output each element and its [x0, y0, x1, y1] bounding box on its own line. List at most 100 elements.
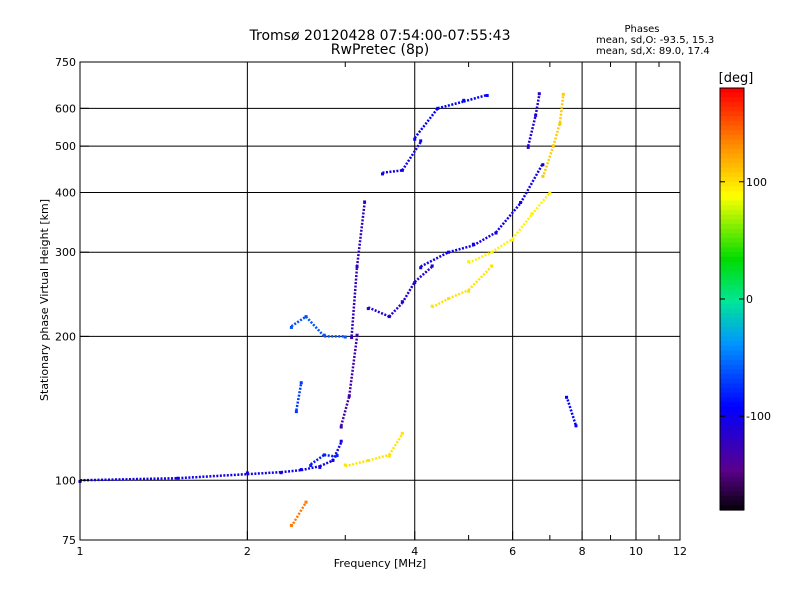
colorbar-band [720, 425, 744, 431]
colorbar-band [720, 219, 744, 225]
colorbar-band [720, 430, 744, 436]
trace-segment [431, 297, 450, 309]
x-tick-label: 12 [673, 545, 687, 558]
data-points [78, 92, 578, 528]
trace-segment [295, 382, 303, 411]
colorbar-tick-label: 100 [746, 176, 767, 189]
colorbar-band [720, 116, 744, 122]
trace-segment [388, 433, 404, 456]
trace-segment [367, 453, 390, 462]
data-point [294, 410, 298, 414]
y-axis-label: Stationary phase Virtual Height [km] [38, 199, 51, 401]
trace-segment [177, 472, 248, 480]
colorbar-band [720, 374, 744, 380]
trace-segment [290, 501, 308, 528]
colorbar-band [720, 406, 744, 413]
trace-segment [247, 470, 282, 476]
colorbar-band [720, 467, 744, 474]
data-point [485, 94, 489, 98]
colorbar-band [720, 392, 744, 399]
trace-segment [420, 251, 450, 268]
colorbar-band [720, 369, 744, 375]
colorbar-band [720, 397, 744, 403]
colorbar-band [720, 120, 744, 127]
colorbar-band [720, 317, 744, 324]
colorbar-band [720, 172, 744, 178]
colorbar-band [720, 280, 744, 286]
x-tick-label: 10 [629, 545, 643, 558]
trace-segment [413, 265, 434, 283]
trace-segment [305, 315, 326, 338]
colorbar-band [720, 341, 744, 347]
trace-segment [511, 213, 533, 240]
trace-segment [401, 141, 422, 172]
colorbar: 100 0 -100 [719, 87, 771, 511]
colorbar-band [720, 481, 744, 488]
data-point [419, 139, 423, 143]
phase-stats-o: mean, sd,O: -93.5, 15.3 [596, 35, 714, 46]
colorbar-band [720, 299, 744, 305]
y-tick-label: 400 [55, 186, 76, 199]
data-point [363, 200, 367, 204]
colorbar-band [720, 294, 744, 300]
data-point [537, 92, 541, 96]
colorbar-band [720, 130, 744, 136]
colorbar-band [720, 247, 744, 253]
trace-segment [558, 94, 565, 123]
colorbar-band [720, 303, 744, 309]
colorbar-band [720, 139, 744, 145]
data-point [400, 431, 404, 435]
colorbar-band [720, 364, 744, 370]
data-point [309, 464, 313, 468]
phase-stats-header: Phases [624, 24, 659, 35]
colorbar-band [720, 158, 744, 164]
plot-area [80, 62, 680, 540]
data-point [339, 425, 343, 429]
colorbar-band [720, 88, 744, 94]
data-point [350, 336, 354, 340]
colorbar-band [720, 420, 744, 427]
data-point [355, 333, 359, 337]
colorbar-band [720, 458, 744, 464]
trace-segment [290, 315, 307, 328]
trace-segment [388, 302, 404, 318]
trace-segment [344, 459, 369, 468]
trace-segment [348, 336, 359, 397]
x-tick-label: 4 [411, 545, 418, 558]
colorbar-band [720, 434, 744, 441]
colorbar-band [720, 261, 744, 267]
colorbar-band [720, 284, 744, 291]
x-tick-label: 6 [509, 545, 516, 558]
trace-segment [565, 395, 578, 427]
data-point [380, 172, 384, 176]
trace-segment [319, 459, 334, 468]
trace-segment [541, 145, 555, 178]
colorbar-band [720, 186, 744, 192]
colorbar-band [720, 233, 744, 239]
x-tick-label: 8 [579, 545, 586, 558]
trace-segment [79, 476, 178, 482]
x-tick-label: 1 [77, 545, 84, 558]
trace-segment [401, 281, 416, 304]
colorbar-band [720, 355, 744, 361]
colorbar-band [720, 209, 744, 216]
colorbar-band [720, 266, 744, 272]
x-axis-label: Frequency [MHz] [334, 557, 426, 570]
colorbar-band [720, 350, 744, 356]
colorbar-band [720, 411, 744, 417]
colorbar-band [720, 402, 744, 408]
colorbar-band [720, 163, 744, 169]
colorbar-band [720, 359, 744, 366]
trace-segment [355, 202, 366, 267]
data-point [339, 439, 343, 443]
data-point [335, 454, 339, 458]
colorbar-band [720, 167, 744, 173]
colorbar-band [720, 181, 744, 188]
data-point [574, 424, 578, 428]
trace-segment [310, 453, 325, 466]
colorbar-band [720, 148, 744, 155]
colorbar-band [720, 144, 744, 150]
colorbar-band [720, 289, 744, 295]
